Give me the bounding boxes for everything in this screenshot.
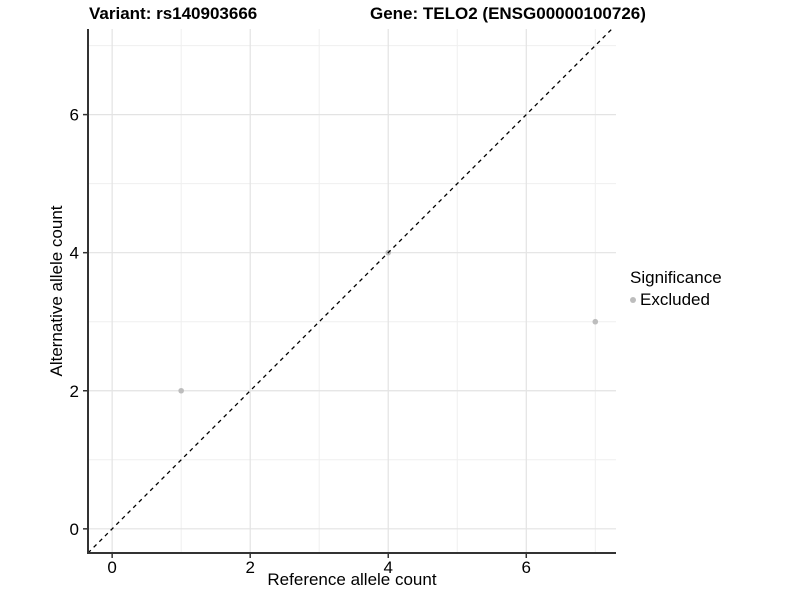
identity-dashed-line bbox=[87, 28, 613, 554]
x-axis-tick-label: 0 bbox=[107, 558, 116, 577]
legend-title: Significance bbox=[630, 268, 722, 287]
legend-item-excluded: Excluded bbox=[630, 290, 722, 310]
y-axis-tick-label: 0 bbox=[70, 520, 79, 539]
data-point bbox=[592, 318, 599, 325]
y-axis-tick-label: 6 bbox=[70, 106, 79, 125]
legend-key-dot-icon bbox=[630, 297, 636, 303]
y-axis-tick-label: 4 bbox=[70, 244, 79, 263]
x-axis-tick-label: 4 bbox=[384, 558, 393, 577]
plot-title-variant: Variant: rs140903666 bbox=[89, 4, 258, 23]
x-axis-tick-label: 2 bbox=[245, 558, 254, 577]
plot-title-gene: Gene: TELO2 (ENSG00000100726) bbox=[370, 4, 646, 23]
x-axis-tick-label: 6 bbox=[522, 558, 531, 577]
x-axis-title: Reference allele count bbox=[267, 570, 437, 589]
y-axis-tick-label: 2 bbox=[70, 382, 79, 401]
y-axis-title: Alternative allele count bbox=[47, 205, 66, 377]
legend-item-label: Excluded bbox=[640, 290, 710, 309]
legend: Significance Excluded bbox=[630, 268, 722, 310]
data-point bbox=[178, 387, 184, 394]
